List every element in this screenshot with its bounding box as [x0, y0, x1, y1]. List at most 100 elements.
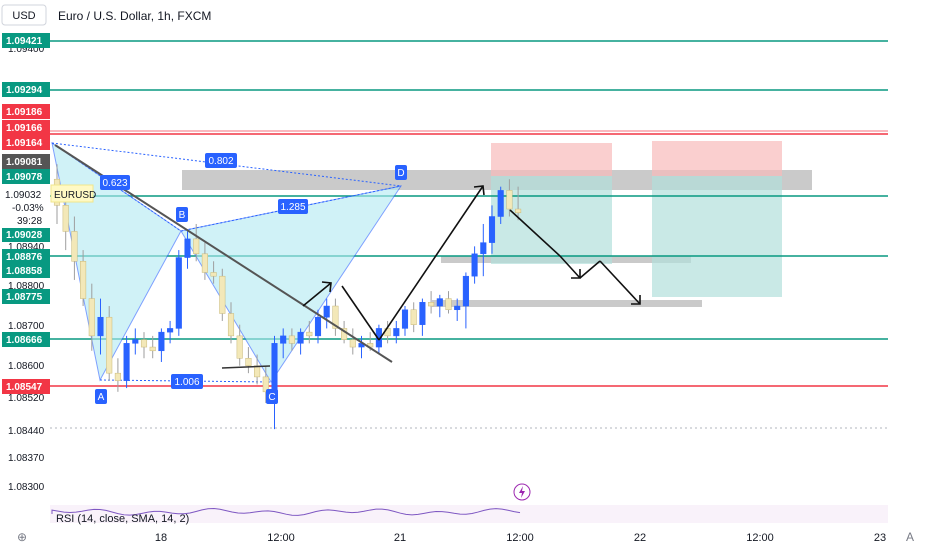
price-label: 1.08666: [6, 335, 43, 346]
stop-zone-2: [652, 141, 782, 176]
candle-body: [123, 343, 130, 381]
candle-body: [175, 257, 182, 329]
candle-body: [158, 331, 165, 352]
price-label: 1.09164: [6, 138, 43, 149]
candles-layer: [53, 164, 522, 430]
candle-body: [349, 339, 356, 348]
ratio-0623: 0.623: [102, 178, 127, 189]
price-label-box: [2, 154, 50, 169]
arrow-down-4: [599, 260, 641, 305]
price-label-box: [2, 289, 50, 304]
candle-body: [332, 305, 339, 329]
price-label-box: [2, 227, 50, 242]
price-label: 1.08775: [6, 292, 43, 303]
price-label-box: [2, 332, 50, 347]
candle-body: [184, 238, 191, 258]
arrow-up-2: [378, 185, 484, 341]
point-d-label: D: [397, 168, 404, 179]
drawings-layer[interactable]: A B C D 0.623 0.802 1.285 1.006: [54, 144, 641, 404]
candle-body: [245, 358, 252, 366]
arrow-up-1: [302, 282, 332, 307]
candle-body: [280, 335, 287, 344]
candle-body: [428, 302, 435, 307]
price-label-box: [2, 263, 50, 278]
price-label-box: [2, 82, 50, 97]
ratio-1006-box: [171, 374, 203, 389]
symbol-tag: [50, 184, 94, 203]
point-c-label: C: [268, 392, 275, 403]
ratio-1285: 1.285: [280, 202, 305, 213]
ratio-0802: 0.802: [208, 156, 233, 167]
candle-body: [436, 298, 443, 307]
chart-title: Euro / U.S. Dollar, 1h, FXCM: [58, 9, 211, 23]
price-label-box: [2, 33, 50, 48]
y-tick-label: 1.08940: [8, 242, 45, 253]
candle-body: [454, 305, 461, 311]
lower-zone: [432, 300, 702, 307]
pointer-line: [221, 365, 271, 369]
price-label: 1.08876: [6, 252, 43, 263]
candle-body: [114, 372, 121, 381]
x-tick-label: 18: [155, 532, 167, 544]
arrow-down-2: [509, 209, 561, 257]
price-label: 1.09294: [6, 85, 43, 96]
x-tick-label: 21: [394, 532, 406, 544]
arrow-head: [631, 295, 641, 305]
price-label: 1.09421: [6, 36, 43, 47]
y-tick-label: 1.08370: [8, 453, 45, 464]
ratio-1285-box: [278, 199, 308, 214]
candle-body: [97, 316, 104, 337]
candle-body: [515, 208, 522, 214]
globe-icon[interactable]: ⊕: [17, 530, 27, 544]
price-labels: 1.09421 1.09294 1.09186 1.09166 1.09164 1.090…: [2, 33, 50, 394]
pattern-bcd: [180, 185, 403, 383]
candle-body: [375, 328, 382, 348]
current-price-value: 1.09032: [5, 190, 42, 201]
candle-body: [254, 365, 261, 378]
pattern-xd-line: [51, 142, 402, 187]
ratio-0623-box: [100, 175, 130, 190]
price-label-box: [2, 169, 50, 184]
price-label-box: [2, 135, 50, 150]
lightning-glyph: [519, 486, 525, 498]
candle-body: [471, 253, 478, 277]
price-label: 1.09081: [6, 157, 43, 168]
price-label: 1.09078: [6, 172, 43, 183]
candle-body: [262, 376, 269, 393]
price-label: 1.09186: [6, 107, 43, 118]
candle-body: [62, 205, 69, 232]
candle-body: [314, 316, 322, 337]
ratio-0802-box: [205, 153, 237, 168]
price-label: 1.08547: [6, 382, 43, 393]
y-tick-label: 1.08600: [8, 361, 45, 372]
candle-body: [306, 331, 313, 337]
point-a-label: A: [98, 392, 105, 403]
x-tick-label: 12:00: [506, 532, 534, 544]
price-label-box: [2, 104, 50, 119]
current-price-change: -0.03%: [12, 203, 44, 214]
price-label-box: [2, 379, 50, 394]
candle-body: [132, 339, 139, 344]
candle-body: [401, 309, 409, 329]
arrow-head: [473, 185, 485, 196]
candle-body: [227, 313, 235, 337]
auto-scale-icon[interactable]: A: [906, 530, 914, 544]
candle-body: [497, 190, 504, 217]
candle-body: [140, 339, 148, 348]
x-tick-label: 12:00: [746, 532, 774, 544]
candle-body: [323, 305, 330, 318]
x-axis-ticks: 18 12:00 21 12:00 22 12:00 23: [155, 532, 886, 544]
candle-body: [410, 309, 417, 325]
price-label: 1.09166: [6, 123, 43, 134]
candle-body: [193, 238, 200, 255]
currency-box[interactable]: [1, 4, 47, 26]
arrow-down-3: [559, 255, 581, 279]
y-tick-label: 1.08520: [8, 393, 45, 404]
arrow-up-3: [579, 260, 601, 279]
x-tick-label: 12:00: [267, 532, 295, 544]
point-b-label: B: [179, 210, 186, 221]
rsi-label: RSI (14, close, SMA, 14, 2): [56, 513, 189, 525]
price-label: 1.08858: [6, 266, 43, 277]
zones-layer: [182, 141, 812, 307]
